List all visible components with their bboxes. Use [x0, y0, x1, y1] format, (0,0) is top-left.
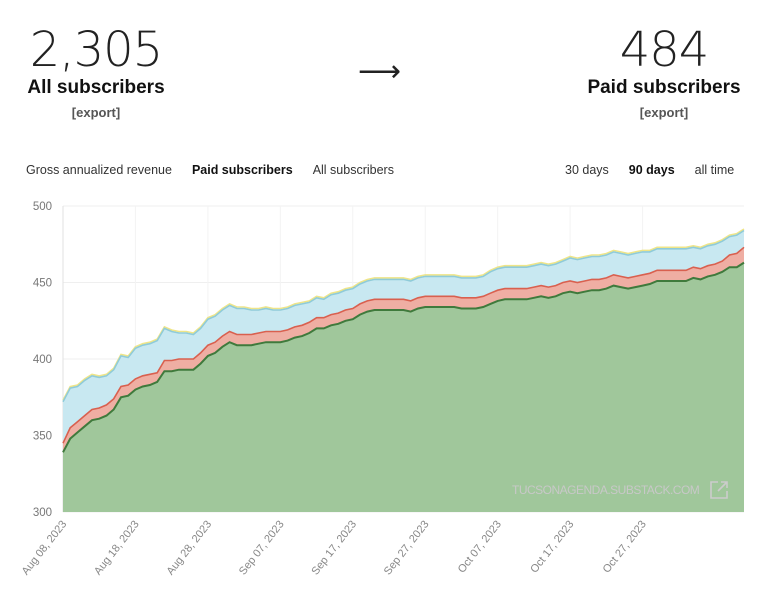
tab-all-time[interactable]: all time — [694, 163, 735, 177]
all-subscribers-stat: 2,305 All subscribers [export] — [0, 24, 192, 120]
watermark-text: TUCSONAGENDA.SUBSTACK.COM — [512, 483, 700, 497]
paid-subscribers-stat: 484 Paid subscribers [export] — [564, 24, 764, 120]
y-axis: 300 350 400 450 500 — [33, 201, 52, 519]
y-tick-label: 500 — [33, 201, 52, 213]
top-area — [63, 230, 744, 444]
paid-subscribers-label: Paid subscribers — [587, 77, 741, 98]
subscribers-chart: 300 350 400 450 500 Aug 08, 2023 Aug 18, 2023… — [20, 201, 745, 577]
x-tick-label: Oct 27, 2023 — [601, 518, 649, 575]
export-paid-subscribers-link[interactable]: [export] — [639, 105, 689, 120]
base-area — [63, 262, 744, 512]
x-tick-label: Aug 28, 2023 — [165, 518, 215, 577]
paid-subscribers-count: 484 — [619, 22, 710, 78]
metric-tabs: Gross annualized revenue Paid subscriber… — [26, 163, 394, 177]
y-tick-label: 400 — [33, 354, 52, 366]
y-tick-label: 450 — [33, 278, 52, 290]
external-link-icon[interactable] — [710, 481, 728, 499]
x-tick-label: Sep 17, 2023 — [309, 518, 359, 577]
middle-line — [62, 246, 745, 444]
tab-30-days[interactable]: 30 days — [565, 163, 609, 177]
arrow-icon: ⟶ — [358, 55, 402, 88]
x-axis: Aug 08, 2023 Aug 18, 2023 Aug 28, 2023 Sep … — [20, 518, 649, 577]
range-tabs: 30 days 90 days all time — [565, 163, 734, 177]
tab-90-days[interactable]: 90 days — [628, 163, 675, 177]
tab-paid-subscribers[interactable]: Paid subscribers — [191, 163, 293, 177]
all-subscribers-label: All subscribers — [27, 77, 165, 98]
x-tick-label: Sep 07, 2023 — [237, 518, 287, 577]
x-tick-label: Aug 08, 2023 — [20, 518, 70, 577]
top-line — [62, 229, 745, 403]
top-highlight-line — [62, 228, 745, 401]
y-tick-label: 350 — [33, 431, 52, 443]
tab-gross-annualized-revenue[interactable]: Gross annualized revenue — [26, 163, 172, 177]
chart-areas — [62, 228, 745, 512]
x-tick-label: Oct 17, 2023 — [528, 518, 576, 575]
y-tick-label: 300 — [33, 507, 52, 519]
x-tick-label: Sep 27, 2023 — [382, 518, 432, 577]
tab-all-subscribers[interactable]: All subscribers — [312, 163, 394, 177]
x-tick-label: Aug 18, 2023 — [92, 518, 142, 577]
export-all-subscribers-link[interactable]: [export] — [71, 105, 121, 120]
base-line — [62, 261, 745, 453]
x-tick-label: Oct 07, 2023 — [456, 518, 504, 575]
all-subscribers-count: 2,305 — [29, 22, 163, 78]
